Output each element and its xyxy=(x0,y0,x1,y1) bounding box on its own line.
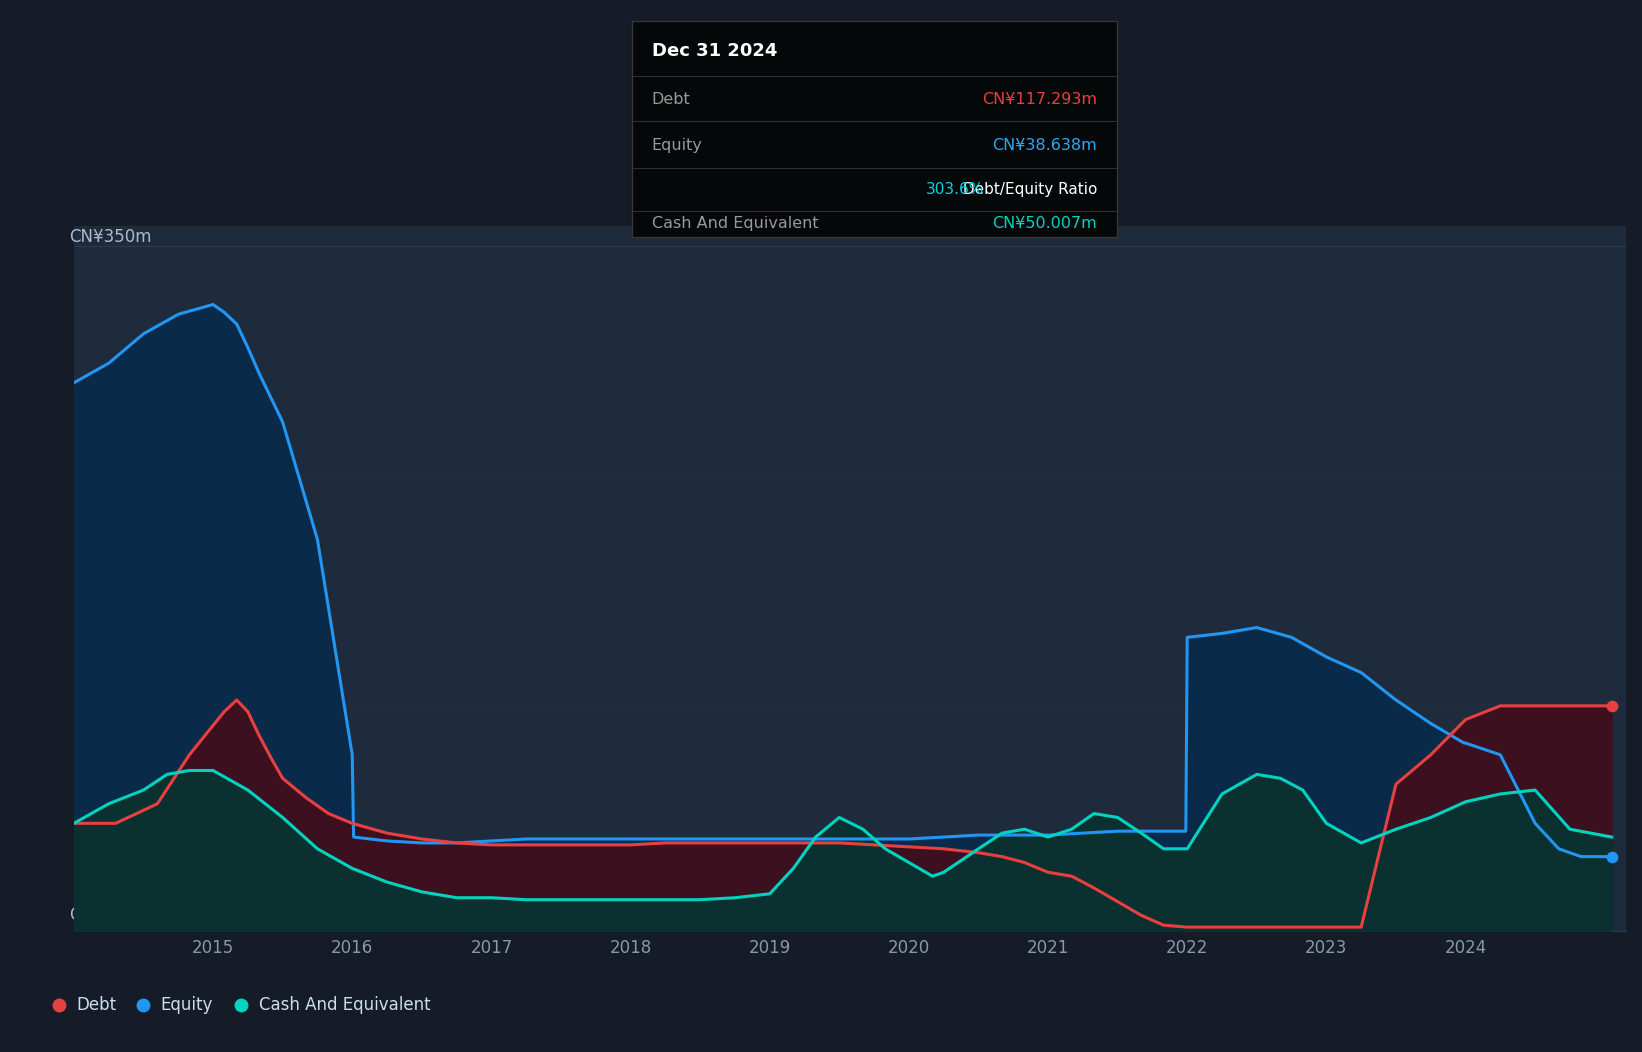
Text: Equity: Equity xyxy=(161,995,213,1014)
Text: Debt/Equity Ratio: Debt/Equity Ratio xyxy=(957,182,1097,197)
Text: CN¥38.638m: CN¥38.638m xyxy=(992,138,1097,153)
Text: CN¥117.293m: CN¥117.293m xyxy=(982,93,1097,107)
Text: Cash And Equivalent: Cash And Equivalent xyxy=(652,217,818,231)
Point xyxy=(1599,697,1626,714)
Text: CN¥0: CN¥0 xyxy=(69,906,115,924)
Text: Equity: Equity xyxy=(652,138,703,153)
Text: CN¥350m: CN¥350m xyxy=(69,228,151,246)
Point xyxy=(1599,848,1626,865)
Text: Debt: Debt xyxy=(77,995,117,1014)
Text: 303.6%: 303.6% xyxy=(926,182,984,197)
Text: CN¥50.007m: CN¥50.007m xyxy=(992,217,1097,231)
Text: Debt: Debt xyxy=(652,93,690,107)
Text: Dec 31 2024: Dec 31 2024 xyxy=(652,42,777,60)
Text: Cash And Equivalent: Cash And Equivalent xyxy=(259,995,430,1014)
